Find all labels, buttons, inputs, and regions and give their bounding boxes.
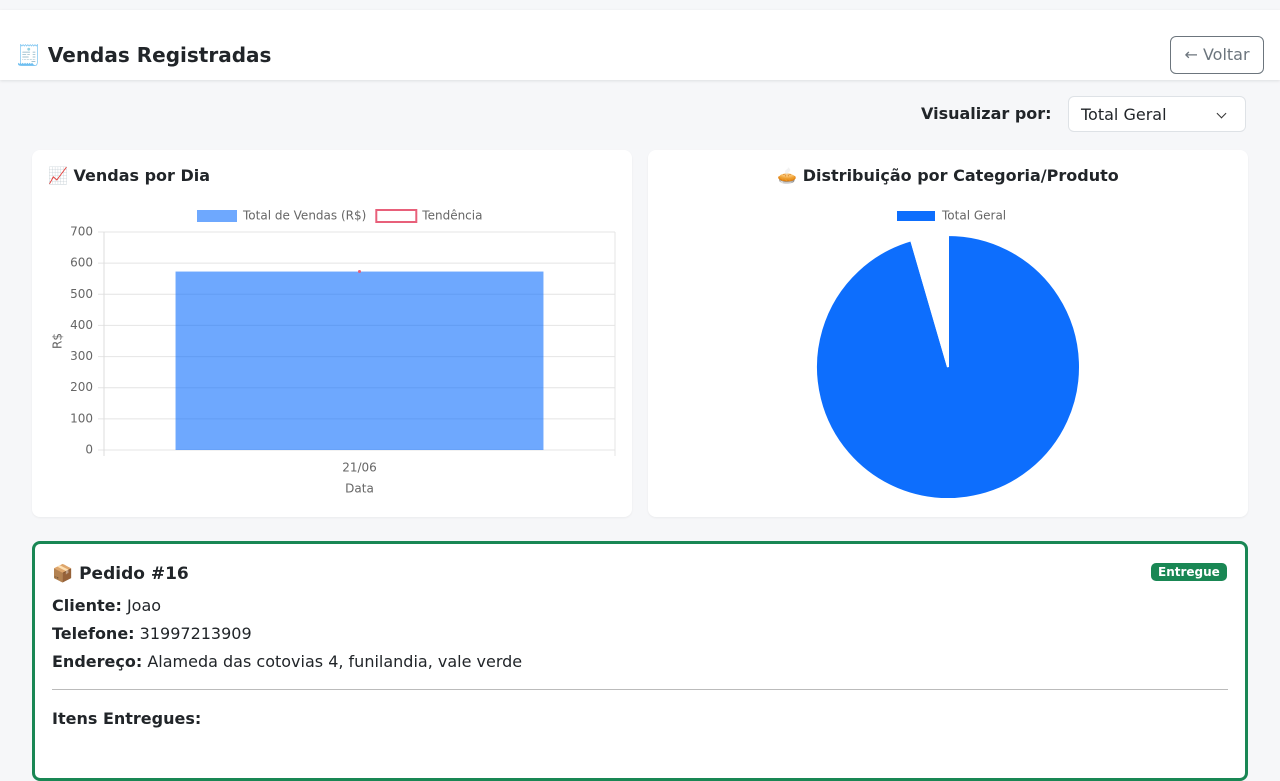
y-tick-label: 100: [70, 411, 93, 425]
order-field: Endereço: Alameda das cotovias 4, funila…: [52, 652, 522, 671]
y-tick-label: 400: [70, 318, 93, 332]
y-tick-label: 700: [70, 225, 93, 239]
y-tick-label: 200: [70, 380, 93, 394]
page: 🧾 Vendas Registradas ← Voltar Visualizar…: [0, 0, 1280, 730]
x-tick-label: 21/06: [342, 461, 377, 475]
legend-swatch: [897, 211, 935, 221]
pie-slice: [815, 233, 1081, 500]
back-button[interactable]: ← Voltar: [1170, 36, 1264, 74]
page-title: 🧾 Vendas Registradas: [16, 43, 272, 67]
field-label: Cliente:: [52, 596, 122, 615]
y-tick-label: 0: [85, 443, 93, 457]
field-value: Alameda das cotovias 4, funilandia, vale…: [147, 652, 523, 671]
legend-swatch: [197, 210, 237, 222]
status-badge: Entregue: [1151, 563, 1227, 581]
divider: [52, 689, 1228, 690]
field-value: Joao: [126, 596, 162, 615]
charts: 0 100 200 300 400 500 600 700 R$ Data 21/06 Total d…: [51, 209, 1081, 500]
filter-label: Visualizar por:: [921, 104, 1052, 123]
bar: [175, 271, 544, 450]
field-value: 31997213909: [139, 624, 252, 643]
legend-label: Total de Vendas (R$): [242, 209, 366, 223]
order-field: Telefone: 31997213909: [52, 624, 252, 643]
order-title: 📦 Pedido #16: [52, 564, 189, 584]
chart-title: 📈 Vendas por Dia: [48, 166, 211, 185]
y-tick-label: 500: [70, 287, 93, 301]
x-axis-label: Data: [345, 482, 374, 496]
legend-label: Tendência: [421, 209, 482, 223]
y-axis-label: R$: [51, 333, 65, 349]
field-label: Endereço:: [52, 652, 143, 671]
y-tick-label: 300: [70, 349, 93, 363]
header: 🧾 Vendas Registradas ← Voltar: [0, 10, 1280, 80]
field-label: Telefone:: [52, 624, 135, 643]
filter-select[interactable]: Total Geral: [1068, 96, 1246, 132]
chart-title: 🥧 Distribuição por Categoria/Produto: [777, 166, 1119, 185]
y-tick-label: 600: [70, 256, 93, 270]
legend-swatch: [375, 209, 418, 223]
trend-point: [358, 270, 361, 274]
legend-label: Total Geral: [941, 209, 1006, 223]
items-title: Itens Entregues:: [52, 709, 202, 728]
order-field: Cliente: Joao: [52, 596, 161, 615]
pie-slice: [909, 233, 949, 368]
